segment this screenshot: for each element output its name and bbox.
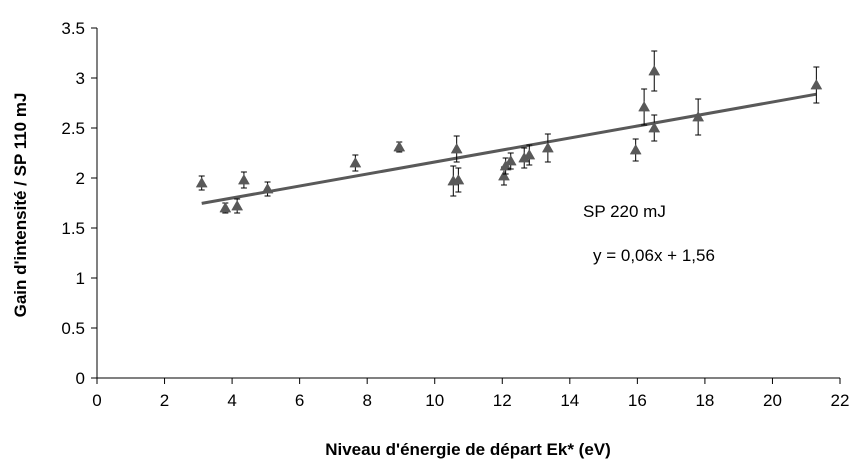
- equation-annotation: y = 0,06x + 1,56: [593, 246, 715, 265]
- x-axis-title: Niveau d'énergie de départ Ek* (eV): [325, 440, 611, 459]
- data-point-marker: [231, 199, 244, 211]
- data-point-marker: [523, 148, 536, 160]
- y-tick-label: 1: [76, 269, 85, 288]
- data-point-marker: [504, 154, 517, 166]
- data-point-marker: [648, 121, 661, 133]
- data-point-marker: [648, 64, 661, 76]
- x-tick-label: 18: [695, 391, 714, 410]
- data-point-marker: [219, 201, 232, 213]
- data-point-marker: [349, 156, 362, 168]
- axes: [96, 28, 840, 379]
- data-point-marker: [498, 169, 510, 181]
- y-tick-label: 0.5: [61, 319, 85, 338]
- y-axis-title: Gain d'intensité / SP 110 mJ: [11, 93, 30, 318]
- trendline: [201, 92, 817, 205]
- x-tick-label: 20: [763, 391, 782, 410]
- data-point-marker: [237, 173, 250, 185]
- data-point-marker: [393, 140, 406, 152]
- data-point-marker: [195, 176, 208, 188]
- data-point-marker: [452, 173, 465, 185]
- y-tick-label: 0: [76, 369, 85, 388]
- x-tick-label: 2: [160, 391, 169, 410]
- series-annotation: SP 220 mJ: [583, 202, 666, 221]
- y-tick-label: 3.5: [61, 19, 85, 38]
- data-point-marker: [810, 78, 823, 90]
- x-tick-label: 10: [425, 391, 444, 410]
- data-point-marker: [629, 143, 642, 155]
- data-point-marker: [450, 142, 463, 154]
- x-tick-label: 0: [92, 391, 101, 410]
- y-tick-label: 2.5: [61, 119, 85, 138]
- y-axis-ticks: 0 0.5 1 1.5 2 2.5 3 3.5: [61, 19, 97, 388]
- trendline-group: [201, 92, 817, 205]
- data-point-marker: [541, 141, 554, 153]
- data-points: [195, 50, 823, 214]
- data-point-marker: [692, 110, 705, 122]
- y-tick-label: 2: [76, 169, 85, 188]
- x-tick-label: 4: [227, 391, 236, 410]
- y-tick-label: 1.5: [61, 219, 85, 238]
- x-tick-label: 16: [628, 391, 647, 410]
- x-tick-label: 14: [560, 391, 579, 410]
- data-point-marker: [261, 182, 274, 194]
- x-axis-ticks: 0 2 4 6 8 10 12 14 16 18 20 22: [92, 378, 849, 410]
- y-tick-label: 3: [76, 69, 85, 88]
- x-tick-label: 22: [831, 391, 850, 410]
- x-tick-label: 8: [362, 391, 371, 410]
- x-tick-label: 12: [493, 391, 512, 410]
- data-point-marker: [638, 100, 651, 112]
- x-tick-label: 6: [295, 391, 304, 410]
